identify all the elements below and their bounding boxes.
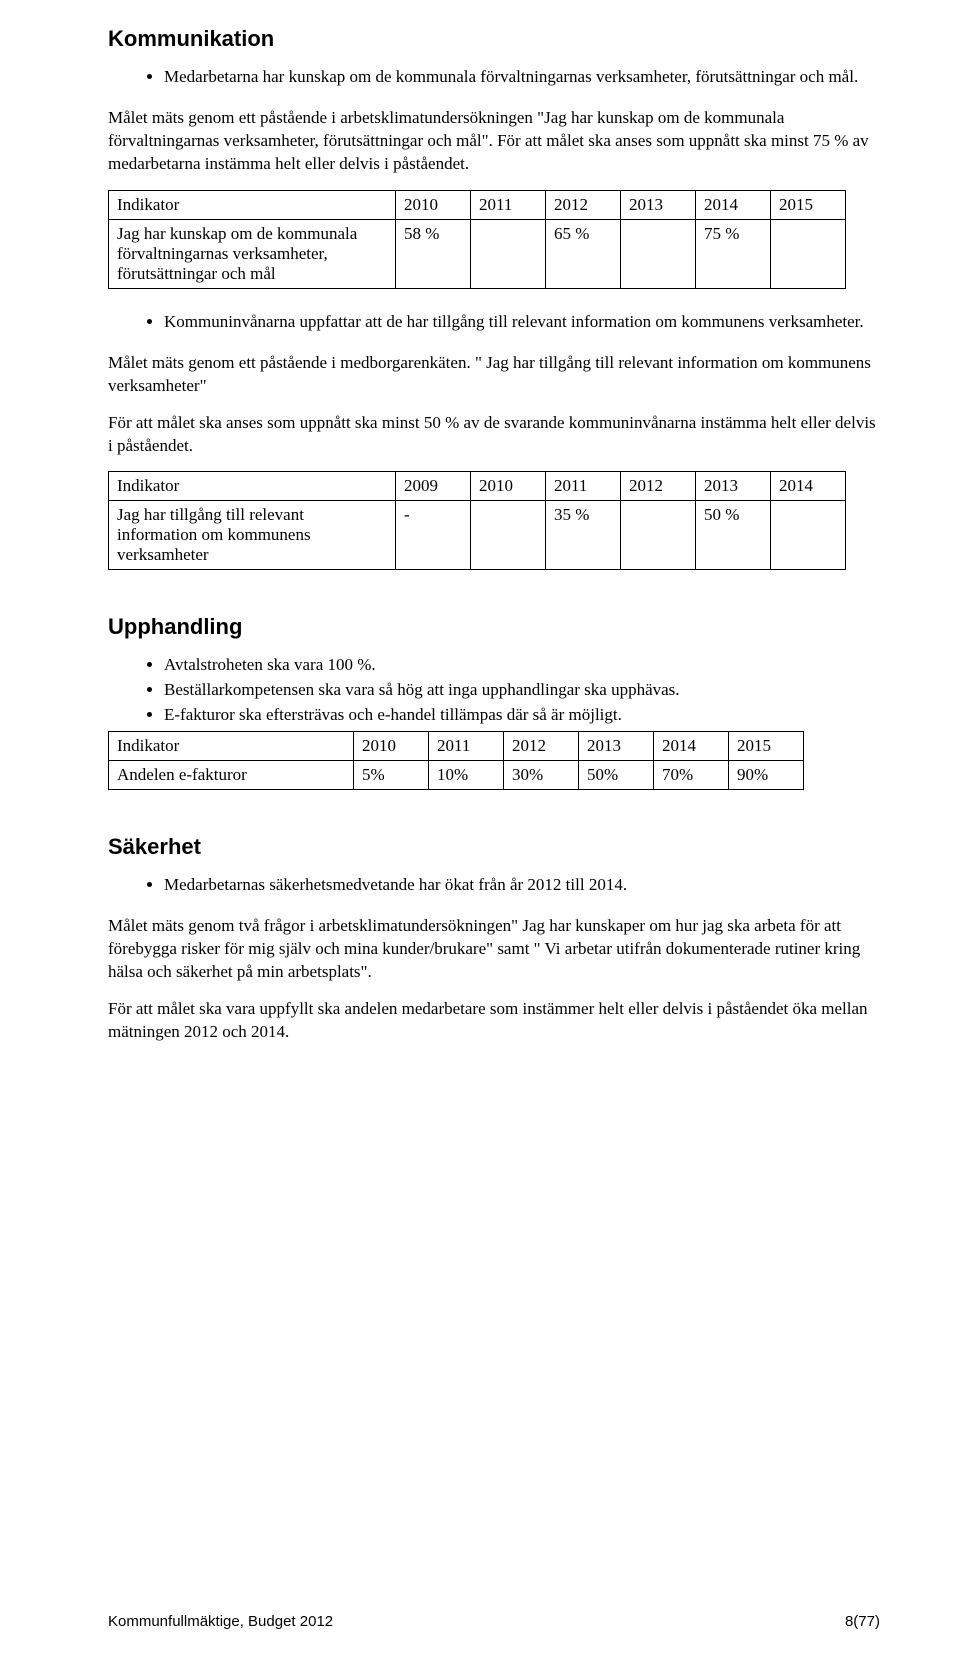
bullet-upph-3: E-fakturor ska eftersträvas och e-handel…: [164, 704, 880, 727]
table2-val-1: [471, 501, 546, 570]
table1-year-5: 2015: [771, 190, 846, 219]
table2-val-2: 35 %: [546, 501, 621, 570]
table2-year-5: 2014: [771, 472, 846, 501]
table1-val-2: 65 %: [546, 219, 621, 288]
table3-val-4: 70%: [654, 761, 729, 790]
table1-val-1: [471, 219, 546, 288]
paragraph-3: För att målet ska anses som uppnått ska …: [108, 412, 880, 458]
table3-val-5: 90%: [729, 761, 804, 790]
table2-val-0: -: [396, 501, 471, 570]
table1-val-0: 58 %: [396, 219, 471, 288]
table1-val-5: [771, 219, 846, 288]
bullet-list-upph: Avtalstroheten ska vara 100 %. Beställar…: [108, 654, 880, 727]
table3-year-1: 2011: [429, 732, 504, 761]
footer-right: 8(77): [845, 1613, 880, 1630]
paragraph-2: Målet mäts genom ett påstående i medborg…: [108, 352, 880, 398]
table-indikator-2: Indikator 2009 2010 2011 2012 2013 2014 …: [108, 471, 846, 570]
heading-kommunikation: Kommunikation: [108, 26, 880, 52]
bullet-list-sak: Medarbetarnas säkerhetsmedvetande har ök…: [108, 874, 880, 897]
paragraph-5: För att målet ska vara uppfyllt ska ande…: [108, 998, 880, 1044]
table3-year-4: 2014: [654, 732, 729, 761]
bullet-upph-1: Avtalstroheten ska vara 100 %.: [164, 654, 880, 677]
table3-year-3: 2013: [579, 732, 654, 761]
table2-year-0: 2009: [396, 472, 471, 501]
bullet-komm-1: Medarbetarna har kunskap om de kommunala…: [164, 66, 880, 89]
table1-header-indikator: Indikator: [109, 190, 396, 219]
table3-row-label: Andelen e-fakturor: [109, 761, 354, 790]
heading-sakerhet: Säkerhet: [108, 834, 880, 860]
table3-val-2: 30%: [504, 761, 579, 790]
table3-val-0: 5%: [354, 761, 429, 790]
table2-row-label: Jag har tillgång till relevant informati…: [109, 501, 396, 570]
page-footer: Kommunfullmäktige, Budget 2012 8(77): [108, 1613, 880, 1630]
table3-year-5: 2015: [729, 732, 804, 761]
table2-header-indikator: Indikator: [109, 472, 396, 501]
table2-year-1: 2010: [471, 472, 546, 501]
footer-left: Kommunfullmäktige, Budget 2012: [108, 1613, 333, 1630]
table1-val-4: 75 %: [696, 219, 771, 288]
table1-year-1: 2011: [471, 190, 546, 219]
paragraph-1: Målet mäts genom ett påstående i arbetsk…: [108, 107, 880, 176]
table2-year-2: 2011: [546, 472, 621, 501]
table-indikator-1: Indikator 2010 2011 2012 2013 2014 2015 …: [108, 190, 846, 289]
table3-year-0: 2010: [354, 732, 429, 761]
table1-year-2: 2012: [546, 190, 621, 219]
table3-val-1: 10%: [429, 761, 504, 790]
bullet-list-komm-2: Kommuninvånarna uppfattar att de har til…: [108, 311, 880, 334]
bullet-list-komm-1: Medarbetarna har kunskap om de kommunala…: [108, 66, 880, 89]
table2-year-3: 2012: [621, 472, 696, 501]
table1-year-3: 2013: [621, 190, 696, 219]
bullet-komm-2: Kommuninvånarna uppfattar att de har til…: [164, 311, 880, 334]
table3-year-2: 2012: [504, 732, 579, 761]
table-indikator-3: Indikator 2010 2011 2012 2013 2014 2015 …: [108, 731, 804, 790]
table1-year-4: 2014: [696, 190, 771, 219]
document-page: Kommunikation Medarbetarna har kunskap o…: [0, 0, 960, 1660]
bullet-upph-2: Beställarkompetensen ska vara så hög att…: [164, 679, 880, 702]
table2-val-5: [771, 501, 846, 570]
table3-val-3: 50%: [579, 761, 654, 790]
bullet-sak-1: Medarbetarnas säkerhetsmedvetande har ök…: [164, 874, 880, 897]
table1-row-label: Jag har kunskap om de kommunala förvaltn…: [109, 219, 396, 288]
paragraph-4: Målet mäts genom två frågor i arbetsklim…: [108, 915, 880, 984]
heading-upphandling: Upphandling: [108, 614, 880, 640]
table2-year-4: 2013: [696, 472, 771, 501]
table2-val-3: [621, 501, 696, 570]
table3-header-indikator: Indikator: [109, 732, 354, 761]
table2-val-4: 50 %: [696, 501, 771, 570]
table1-year-0: 2010: [396, 190, 471, 219]
table1-val-3: [621, 219, 696, 288]
